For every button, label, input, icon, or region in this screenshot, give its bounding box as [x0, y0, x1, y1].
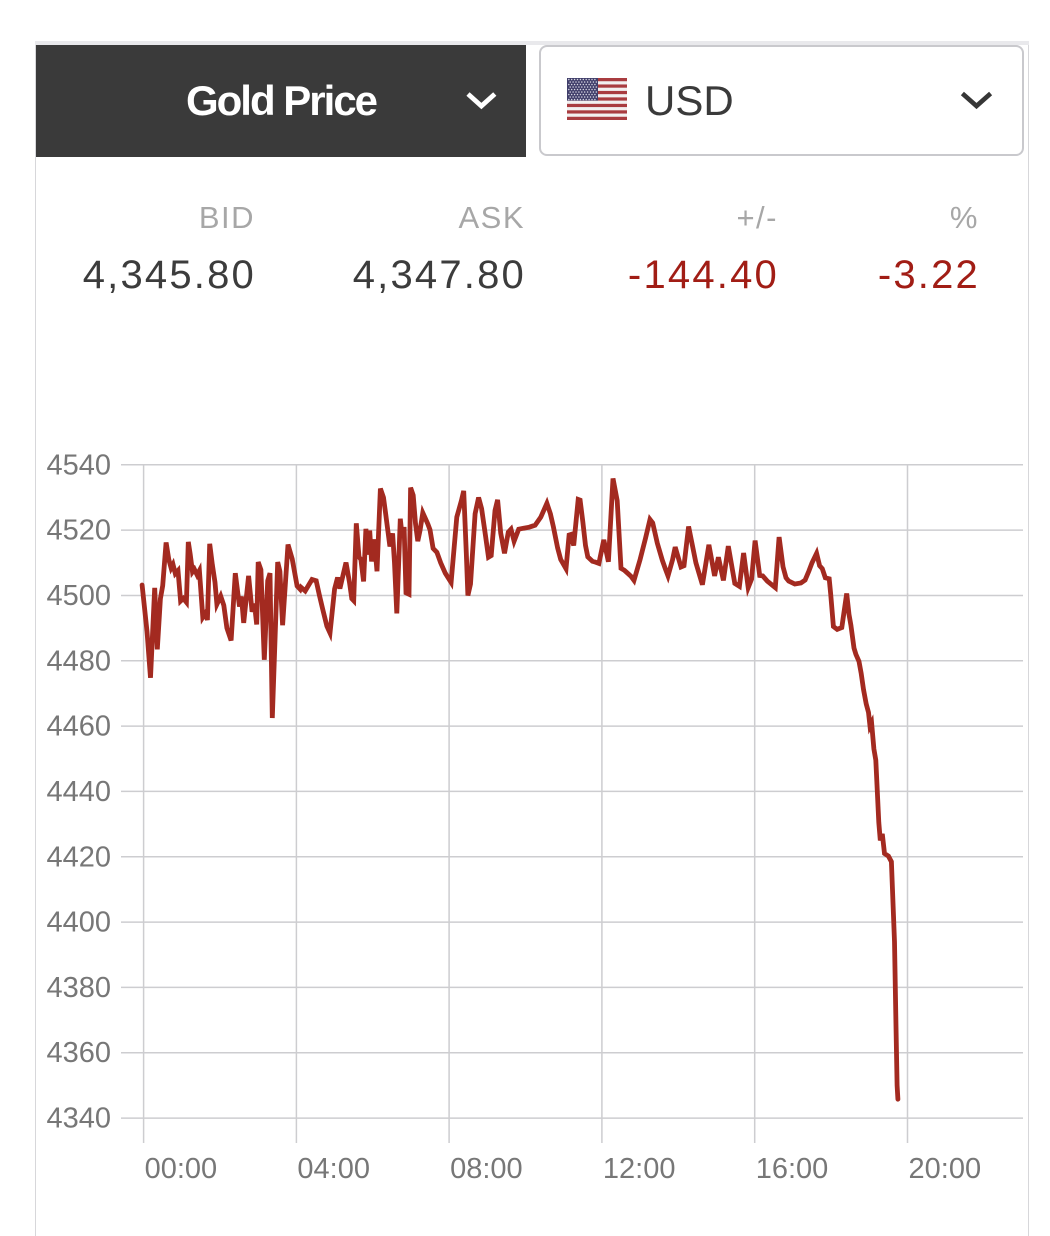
- svg-text:4380: 4380: [46, 972, 111, 1004]
- svg-text:4520: 4520: [46, 515, 111, 547]
- svg-text:4360: 4360: [46, 1037, 111, 1069]
- svg-text:12:00: 12:00: [603, 1153, 676, 1185]
- svg-text:4460: 4460: [46, 711, 111, 743]
- svg-text:4480: 4480: [46, 645, 111, 677]
- svg-text:08:00: 08:00: [450, 1153, 523, 1185]
- svg-text:00:00: 00:00: [145, 1153, 218, 1185]
- svg-text:4420: 4420: [46, 841, 111, 873]
- svg-text:4540: 4540: [46, 449, 111, 481]
- svg-text:20:00: 20:00: [909, 1153, 982, 1185]
- svg-text:4400: 4400: [46, 907, 111, 939]
- svg-text:16:00: 16:00: [756, 1153, 829, 1185]
- svg-text:4340: 4340: [46, 1103, 111, 1135]
- svg-text:4500: 4500: [46, 580, 111, 612]
- svg-text:4440: 4440: [46, 776, 111, 808]
- svg-text:04:00: 04:00: [297, 1153, 370, 1185]
